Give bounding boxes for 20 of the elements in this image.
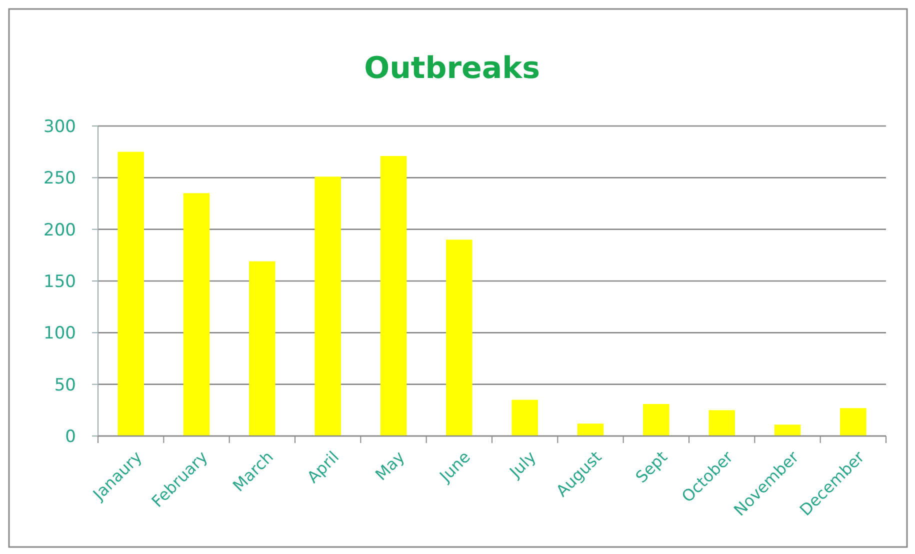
- y-tick-label: 0: [65, 426, 76, 447]
- bar: [249, 261, 276, 436]
- bar: [118, 152, 144, 436]
- bar: [643, 404, 670, 436]
- bar: [314, 176, 341, 436]
- y-tick-label: 150: [44, 272, 76, 292]
- bar: [774, 424, 801, 436]
- bar: [512, 400, 538, 436]
- bar: [183, 193, 210, 436]
- bar: [380, 156, 407, 436]
- y-tick-label: 50: [54, 375, 76, 396]
- bar: [577, 424, 604, 436]
- bar: [840, 408, 866, 436]
- y-tick-label: 250: [44, 168, 76, 189]
- bar: [708, 410, 735, 436]
- bar: [446, 240, 472, 436]
- y-tick-label: 300: [44, 116, 76, 137]
- chart-title: Outbreaks: [364, 51, 540, 86]
- y-tick-label: 200: [44, 220, 76, 240]
- y-tick-label: 100: [44, 324, 76, 344]
